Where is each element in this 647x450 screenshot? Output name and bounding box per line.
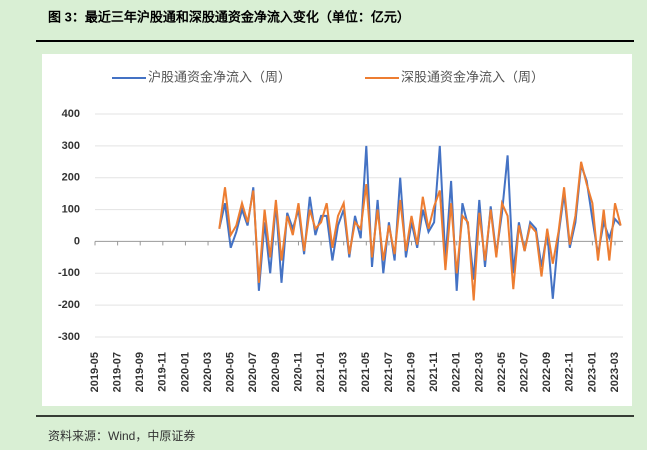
y-tick-label: -100 [58,267,80,279]
x-tick-label: 2019-05 [89,352,101,392]
x-tick-label: 2022-01 [451,352,463,392]
y-tick-label: -300 [58,331,80,343]
title: 图 3：最近三年沪股通和深股通资金净流入变化（单位：亿元） [48,9,410,24]
x-tick-label: 2020-01 [179,352,191,392]
legend-label: 深股通资金净流入（周） [401,69,544,84]
x-tick-label: 2020-11 [292,352,304,392]
x-tick-label: 2023-03 [609,352,621,392]
series-line [218,161,622,301]
y-tick-label: 100 [62,203,80,215]
x-tick-label: 2023-01 [586,352,598,392]
x-tick-label: 2021-07 [383,352,395,392]
x-tick-label: 2019-11 [157,352,169,392]
x-tick-label: 2021-03 [338,352,350,392]
y-tick-label: 0 [74,235,80,247]
x-tick-label: 2022-05 [496,352,508,392]
x-tick-label: 2020-07 [247,352,259,392]
x-tick-label: 2021-05 [360,352,372,392]
x-tick-label: 2022-09 [541,352,553,392]
source: 资料来源：Wind，中原证券 [48,428,195,443]
x-tick-label: 2020-09 [270,352,282,392]
x-tick-label: 2021-09 [405,352,417,392]
x-tick-label: 2022-07 [518,352,530,392]
x-tick-label: 2022-03 [473,352,485,392]
x-tick-label: 2020-03 [202,352,214,392]
y-tick-label: 400 [62,108,80,120]
x-tick-label: 2022-11 [564,352,576,392]
y-tick-label: -200 [58,299,80,311]
y-tick-label: 200 [62,172,80,184]
x-tick-label: 2020-05 [225,352,237,392]
x-tick-label: 2019-09 [134,352,146,392]
x-tick-label: 2021-11 [428,352,440,392]
x-tick-label: 2019-07 [112,352,124,392]
legend-label: 沪股通资金净流入（周） [148,69,291,84]
x-tick-label: 2021-01 [315,352,327,392]
y-tick-label: 300 [62,140,80,152]
